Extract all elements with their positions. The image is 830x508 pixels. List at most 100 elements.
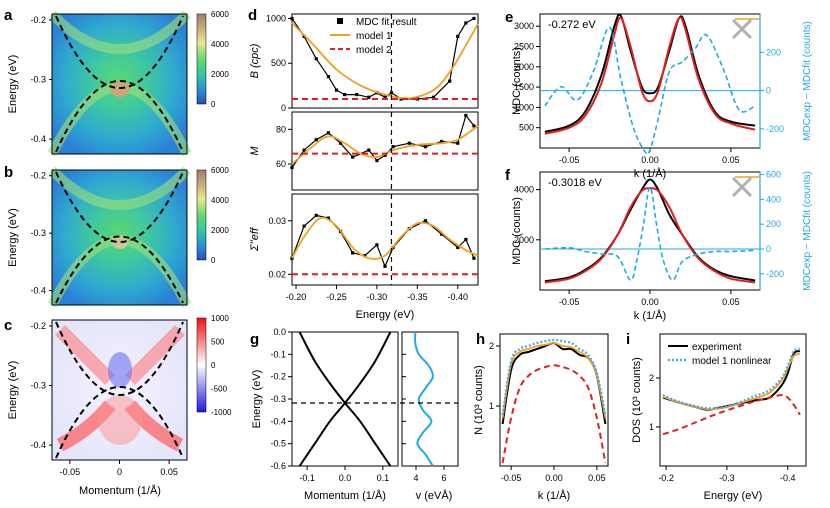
plot-g-ytick-label: -0.3 xyxy=(270,394,286,404)
map-ytick-label: -0.2 xyxy=(30,171,46,181)
map-a-fit-upper xyxy=(55,15,184,89)
colorbar-tick-label: 1000 xyxy=(211,314,229,323)
plot-h-ylabel: N (10³ counts) xyxy=(473,365,485,435)
plot-f-y2tick-label: 400 xyxy=(766,194,781,204)
plot-d-xtick-label: -0.20 xyxy=(286,292,307,302)
colorbar-tick-label: 2000 xyxy=(211,226,229,235)
plot-f-y2label: MDCexp − MDCfit (counts) xyxy=(802,171,813,291)
plot-i-series-model-1-nonlinear xyxy=(662,347,801,410)
plot-d-ytick-label: 0.03 xyxy=(268,216,286,226)
plot-d-xtick-label: -0.30 xyxy=(367,292,388,302)
map-a-frame xyxy=(51,13,188,155)
map-b-fit-upper xyxy=(55,171,184,243)
plot-h-ytick-label: 1 xyxy=(489,401,494,411)
map-ytick-label: -0.4 xyxy=(30,134,46,144)
colorbar-tick-label: 0 xyxy=(211,256,216,265)
plot-f-xtick-label: -0.05 xyxy=(559,297,580,307)
plot-d-data-point xyxy=(290,16,294,21)
close-icon-stroke-b xyxy=(731,176,753,198)
map-xtick-label: -0.05 xyxy=(60,467,81,477)
plot-f-xtick-label: 0.00 xyxy=(641,297,659,307)
legend-label: experiment xyxy=(692,342,742,353)
map-c-fit-upper xyxy=(55,321,184,396)
plot-d-frame-2 xyxy=(291,193,479,286)
map-ylabel: Energy (eV) xyxy=(7,208,19,267)
map-c-red-upper-right xyxy=(125,325,185,385)
map-b-frame xyxy=(51,169,188,306)
plot-g-ylabel: Energy (eV) xyxy=(251,370,263,429)
plot-h-series-model-1 xyxy=(501,342,607,419)
plot-d-series-model-1 xyxy=(291,125,479,165)
plot-g-velocity-xtick-label: 4 xyxy=(413,473,418,483)
plot-g-ytick-label: -0.5 xyxy=(270,439,286,449)
plot-d-xtick-label: -0.35 xyxy=(407,292,428,302)
plot-e-series-experiment xyxy=(544,13,756,133)
plot-g-ytick-label: -0.1 xyxy=(270,349,286,359)
plot-g-xtick-label: 0.1 xyxy=(377,473,390,483)
plot-h-ytick-label: 2 xyxy=(489,341,494,351)
plot-d-ytick-label: 0.02 xyxy=(268,269,286,279)
map-b-fit-lower xyxy=(55,235,184,304)
plot-d-ytick-label: 80 xyxy=(276,124,286,134)
plot-e-ytick-label: 2000 xyxy=(514,62,534,72)
plot-f-annotation: -0.3018 eV xyxy=(548,177,602,189)
plot-g-ytick-label: -0.2 xyxy=(270,372,286,382)
plot-e-y2tick-label: 200 xyxy=(766,47,781,57)
plot-e-ylabel: MDC (counts) xyxy=(511,47,523,115)
plot-f-xtick-label: 0.05 xyxy=(722,297,740,307)
plot-f-series-experiment xyxy=(544,178,756,283)
map-c-red-center xyxy=(98,395,142,445)
panel-letter-i: i xyxy=(626,331,630,348)
plot-f-y2tick-label: 0 xyxy=(766,244,771,254)
colorbar-c xyxy=(196,317,207,413)
plot-d-series-data xyxy=(291,17,475,100)
panel-letter-a: a xyxy=(4,7,13,24)
panel-letter-d: d xyxy=(248,7,257,24)
plot-f-ytick-label: 4000 xyxy=(514,185,534,195)
plot-h-series-experiment xyxy=(501,341,607,425)
colorbar-tick-label: 4000 xyxy=(211,196,229,205)
plot-i-ytick-label: 2 xyxy=(649,373,654,383)
panel-letter-c: c xyxy=(4,317,12,334)
plot-f-series-residual xyxy=(544,186,756,281)
plot-g-xtick-label: -0.1 xyxy=(299,473,315,483)
map-ytick-label: -0.4 xyxy=(30,440,46,450)
plot-e-ytick-label: 1000 xyxy=(514,102,534,112)
plot-f-y2tick-label: 200 xyxy=(766,219,781,229)
plot-g-xtick-label: 0.0 xyxy=(339,473,352,483)
panel-letter-e: e xyxy=(505,9,513,26)
map-ytick-label: -0.3 xyxy=(30,228,46,238)
plot-d-ytick-label: 60 xyxy=(276,159,286,169)
plot-f-y2tick-label: 600 xyxy=(766,169,781,179)
map-xlabel: Momentum (1/Å) xyxy=(79,484,161,497)
map-ylabel: Energy (eV) xyxy=(7,55,19,114)
colorbar-tick-label: 6000 xyxy=(211,166,229,175)
legend-label: model 1 xyxy=(356,31,392,42)
plot-e-y2label: MDCexp − MDCfit (counts) xyxy=(802,21,813,141)
plot-e-series-model xyxy=(544,16,756,135)
plot-d-ylabel: M xyxy=(249,146,261,156)
map-b-dirac-point xyxy=(112,235,128,249)
colorbar-tick-label: -1000 xyxy=(211,408,232,417)
legend-label: model 1 nonlinear xyxy=(692,356,772,367)
plot-e-xlabel: k (1/Å) xyxy=(634,167,666,180)
plot-d-frame-1 xyxy=(291,111,479,191)
plot-e-series-residual xyxy=(544,26,756,155)
plot-e-annotation: -0.272 eV xyxy=(548,19,596,31)
colorbar-tick-label: 500 xyxy=(211,338,225,347)
colorbar-b xyxy=(196,169,207,261)
map-ytick-label: -0.3 xyxy=(30,381,46,391)
plot-d-xlabel: Energy (eV) xyxy=(356,309,415,321)
plot-e-ytick-label: 1500 xyxy=(514,82,534,92)
panel-d: d 1000 500 0 B (cpc) 80 60 M 0.03 0.02 Σ''eff -0.20… xyxy=(248,7,479,321)
map-c-red-upper-left xyxy=(55,325,115,385)
panel-b: b xyxy=(4,164,207,308)
colorbar-tick-label: 0 xyxy=(211,100,216,109)
plot-d-ylabel: Σ''eff xyxy=(249,227,261,252)
plot-i-frame xyxy=(659,333,807,467)
plot-d-series-data xyxy=(291,214,475,268)
plot-e-y2tick-label: 0 xyxy=(766,86,771,96)
plot-d-ytick-label: 500 xyxy=(271,58,286,68)
map-ylabel: Energy (eV) xyxy=(7,361,19,420)
